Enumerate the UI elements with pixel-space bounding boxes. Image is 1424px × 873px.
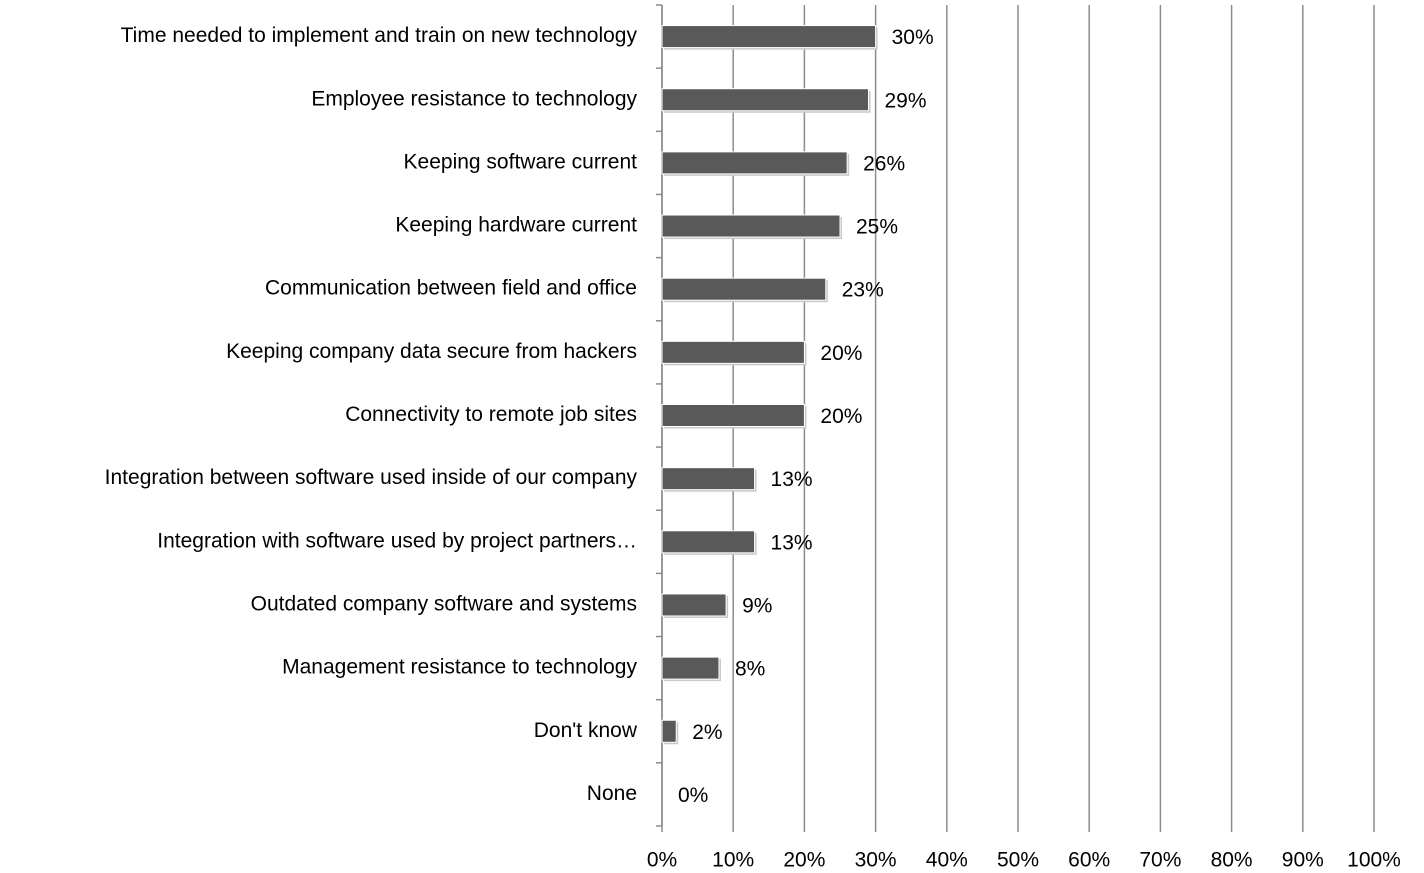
bar (661, 151, 848, 175)
y-tick-label: Integration between software used inside… (105, 466, 638, 489)
x-tick-label: 50% (997, 849, 1039, 872)
y-tick-label: Time needed to implement and train on ne… (121, 24, 638, 47)
bar (661, 88, 869, 112)
y-tick-label: Communication between field and office (265, 277, 637, 300)
data-label: 2% (692, 721, 722, 744)
bar (661, 277, 827, 301)
bar (661, 719, 677, 743)
x-tick-label: 90% (1282, 849, 1324, 872)
x-tick-label: 0% (647, 849, 677, 872)
bar (661, 593, 727, 617)
data-label: 20% (820, 342, 862, 365)
data-label: 20% (820, 405, 862, 428)
x-tick-label: 70% (1139, 849, 1181, 872)
y-tick-label: Don't know (534, 719, 638, 742)
data-label: 9% (742, 595, 772, 618)
y-tick-label: None (587, 782, 637, 805)
bar (661, 530, 756, 554)
bar (661, 656, 720, 680)
x-tick-label: 100% (1347, 849, 1401, 872)
data-label: 13% (771, 531, 813, 554)
x-tick-label: 40% (926, 849, 968, 872)
y-tick-label: Management resistance to technology (282, 656, 637, 679)
data-label: 13% (771, 468, 813, 491)
x-tick-label: 30% (855, 849, 897, 872)
data-label: 23% (842, 279, 884, 302)
data-label: 26% (863, 152, 905, 175)
data-label: 8% (735, 658, 765, 681)
y-tick-label: Outdated company software and systems (251, 593, 637, 616)
data-label: 29% (884, 89, 926, 112)
y-tick-label: Keeping hardware current (395, 214, 637, 237)
x-tick-label: 80% (1211, 849, 1253, 872)
bar (661, 340, 805, 364)
x-tick-label: 10% (712, 849, 754, 872)
y-tick-label: Keeping software current (404, 150, 638, 173)
y-tick-label: Connectivity to remote job sites (345, 403, 637, 426)
data-label: 30% (892, 26, 934, 49)
data-label: 25% (856, 216, 898, 239)
y-tick-label: Employee resistance to technology (311, 87, 637, 110)
x-tick-label: 60% (1068, 849, 1110, 872)
bar (661, 214, 841, 238)
bar (661, 404, 805, 427)
bar (661, 467, 756, 491)
y-tick-label: Integration with software used by projec… (157, 529, 637, 552)
data-label: 0% (678, 784, 708, 807)
x-tick-label: 20% (783, 849, 825, 872)
bar (661, 25, 877, 49)
y-tick-label: Keeping company data secure from hackers (226, 340, 637, 363)
